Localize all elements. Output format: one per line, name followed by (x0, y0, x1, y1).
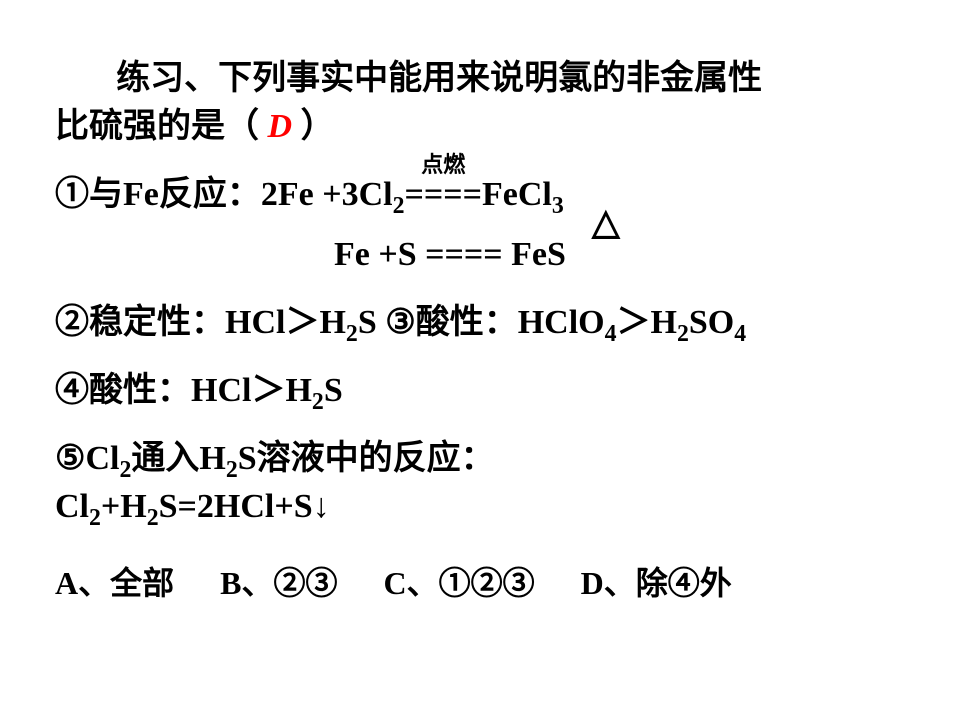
stem-line-2: 比硫强的是（ D ） (55, 103, 922, 151)
option-d: D、除④外 (581, 565, 732, 601)
rxn1-rhs: FeCl (482, 176, 552, 213)
h2: H (319, 304, 345, 341)
item4-gt: ＞ (251, 372, 285, 409)
h2s-sub: 2 (346, 321, 358, 347)
question-stem: 练习、下列事实中能用来说明氯的非金属性 比硫强的是（ D ） (55, 55, 922, 150)
item5-rxn: Cl2+H2S=2HCl+S↓ (55, 484, 922, 530)
item3-f1: HClO4 (518, 304, 617, 341)
stem-line-1: 练习、下列事实中能用来说明氯的非金属性 (55, 55, 922, 103)
i5-sb: 2 (226, 457, 238, 483)
h2so4-s1: 2 (677, 321, 689, 347)
item5-label: ⑤Cl2通入H2S溶液中的反应： (55, 440, 495, 477)
stem-line2-pre: 比硫强的是（ (55, 108, 268, 145)
i5-rs1: 2 (89, 504, 101, 530)
item-4: ④酸性：HCl＞H2S (55, 368, 922, 414)
item4-f1: HCl (191, 372, 251, 409)
rxn1-sub2: 3 (552, 193, 564, 219)
item2-f2: H2S (319, 304, 376, 341)
item-1-rxn2: △ Fe +S ==== FeS (334, 232, 922, 278)
hclo4-sub: 4 (605, 321, 617, 347)
item-5: ⑤Cl2通入H2S溶液中的反应： Cl2+H2S=2HCl+S↓ (55, 436, 922, 530)
item4-label: ④酸性： (55, 372, 191, 409)
item3-label: ③酸性： (377, 304, 518, 341)
option-b: B、②③ (220, 565, 337, 601)
i5-rb: +H (101, 488, 147, 525)
item3-f2: H2SO4 (651, 304, 747, 341)
h2so4-so: SO (689, 304, 734, 341)
item-1: ①与Fe反应：2Fe +3Cl2点燃 ==== FeCl3 (55, 172, 922, 218)
rxn1-eq: ==== (405, 176, 483, 213)
it4-h: H (285, 372, 311, 409)
option-c: C、①②③ (383, 565, 534, 601)
rxn1-sub1: 2 (393, 193, 405, 219)
rxn1-eq-wrap: 点燃 ==== (405, 172, 483, 218)
item1-label: ①与Fe反应： (55, 176, 261, 213)
i5-rc: S=2HCl+S↓ (159, 488, 330, 525)
i5-lb: 通入H (131, 440, 225, 477)
i5-lc: S溶液中的反应： (238, 440, 495, 477)
hclo4: HClO (518, 304, 605, 341)
item2-label: ②稳定性： (55, 304, 225, 341)
rxn2-text: Fe +S ==== FeS (334, 236, 566, 273)
item1-rxn1: 2Fe +3Cl2点燃 ==== FeCl3 (261, 176, 564, 213)
item4-f2: H2S (285, 372, 342, 409)
h2so4-h: H (651, 304, 677, 341)
options-row: A、全部 B、②③ C、①②③ D、除④外 (55, 558, 922, 604)
i5-sa: 2 (119, 457, 131, 483)
s: S (358, 304, 377, 341)
rxn1-condition: 点燃 (421, 150, 465, 180)
item2-gt: ＞ (285, 304, 319, 341)
i5-rs2: 2 (147, 504, 159, 530)
i5-ra: Cl (55, 488, 89, 525)
h2so4-s2: 4 (734, 321, 746, 347)
stem-line2-post: ） (292, 108, 335, 145)
rxn1-lhs: 2Fe +3Cl (261, 176, 393, 213)
item3-gt: ＞ (617, 304, 651, 341)
heat-triangle: △ (592, 198, 620, 247)
item-2-3: ②稳定性：HCl＞H2S ③酸性：HClO4＞H2SO4 (55, 300, 922, 346)
option-a: A、全部 (55, 565, 174, 601)
answer-letter: D (268, 108, 293, 145)
item2-f1: HCl (225, 304, 285, 341)
it4-s: S (324, 372, 343, 409)
it4-sub: 2 (312, 389, 324, 415)
i5-la: ⑤Cl (55, 440, 119, 477)
exercise-slide: 练习、下列事实中能用来说明氯的非金属性 比硫强的是（ D ） ①与Fe反应：2F… (0, 0, 960, 720)
